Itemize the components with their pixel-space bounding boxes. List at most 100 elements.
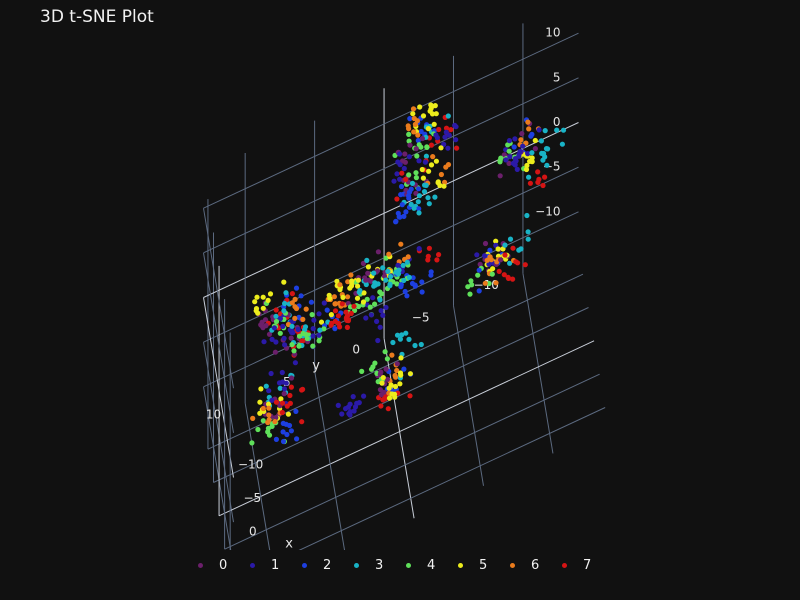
data-point-1[interactable]: [292, 360, 298, 366]
data-point-1[interactable]: [339, 411, 345, 417]
data-point-6[interactable]: [518, 137, 524, 143]
data-point-6[interactable]: [266, 412, 272, 418]
data-point-4[interactable]: [265, 429, 271, 435]
data-point-2[interactable]: [296, 314, 302, 320]
data-point-0[interactable]: [272, 349, 278, 355]
data-point-7[interactable]: [434, 257, 440, 263]
data-point-3[interactable]: [363, 281, 369, 288]
data-point-1[interactable]: [397, 176, 403, 182]
data-point-5[interactable]: [386, 395, 393, 401]
data-point-2[interactable]: [288, 428, 294, 434]
data-point-2[interactable]: [419, 289, 425, 295]
data-point-3[interactable]: [406, 336, 412, 342]
data-point-2[interactable]: [393, 219, 399, 225]
data-point-4[interactable]: [260, 418, 266, 424]
data-point-7[interactable]: [394, 196, 400, 202]
data-point-7[interactable]: [280, 400, 286, 406]
data-point-6[interactable]: [525, 119, 531, 125]
data-point-1[interactable]: [395, 262, 401, 268]
data-point-2[interactable]: [294, 436, 300, 442]
data-point-6[interactable]: [337, 282, 343, 288]
data-point-1[interactable]: [512, 136, 518, 142]
data-point-5[interactable]: [397, 381, 403, 387]
data-point-1[interactable]: [281, 386, 288, 392]
data-point-3[interactable]: [554, 127, 560, 133]
data-point-1[interactable]: [269, 397, 275, 403]
data-point-2[interactable]: [403, 209, 409, 215]
data-point-5[interactable]: [524, 162, 530, 169]
data-point-4[interactable]: [296, 333, 303, 339]
data-point-0[interactable]: [262, 317, 269, 323]
data-point-7[interactable]: [289, 291, 295, 297]
data-point-5[interactable]: [327, 295, 333, 301]
data-point-6[interactable]: [303, 306, 309, 312]
data-point-3[interactable]: [502, 242, 508, 248]
data-point-7[interactable]: [351, 303, 357, 309]
data-point-3[interactable]: [390, 339, 396, 346]
data-points[interactable]: [249, 102, 567, 446]
data-point-0[interactable]: [394, 361, 400, 367]
data-point-5[interactable]: [355, 283, 361, 289]
data-point-1[interactable]: [406, 154, 412, 160]
data-point-5[interactable]: [386, 385, 392, 391]
legend-item-2[interactable]: 2: [296, 555, 348, 575]
data-point-1[interactable]: [282, 342, 288, 348]
data-point-3[interactable]: [399, 332, 405, 338]
data-point-2[interactable]: [280, 438, 287, 445]
data-point-6[interactable]: [386, 251, 392, 257]
data-point-2[interactable]: [332, 326, 338, 332]
data-point-5[interactable]: [253, 306, 260, 312]
data-point-0[interactable]: [258, 322, 264, 328]
data-point-4[interactable]: [309, 312, 315, 318]
data-point-7[interactable]: [436, 126, 442, 133]
data-point-1[interactable]: [268, 370, 274, 377]
data-point-5[interactable]: [420, 175, 426, 181]
data-point-2[interactable]: [528, 133, 534, 139]
data-point-3[interactable]: [401, 277, 407, 283]
data-point-6[interactable]: [250, 415, 256, 421]
data-point-0[interactable]: [288, 335, 294, 341]
data-point-6[interactable]: [266, 417, 272, 423]
data-point-5[interactable]: [360, 299, 367, 305]
data-point-7[interactable]: [527, 180, 534, 186]
data-point-4[interactable]: [378, 291, 385, 297]
data-point-1[interactable]: [516, 153, 522, 159]
data-point-3[interactable]: [542, 128, 548, 134]
data-point-4[interactable]: [304, 335, 310, 342]
data-point-0[interactable]: [402, 159, 408, 165]
data-point-4[interactable]: [414, 153, 420, 159]
data-point-3[interactable]: [432, 194, 438, 200]
data-point-3[interactable]: [394, 332, 401, 338]
data-point-6[interactable]: [438, 171, 444, 178]
data-point-3[interactable]: [538, 138, 545, 144]
data-point-7[interactable]: [496, 268, 502, 274]
data-point-0[interactable]: [383, 366, 389, 372]
data-point-2[interactable]: [284, 431, 290, 438]
data-point-2[interactable]: [401, 213, 407, 219]
data-point-3[interactable]: [385, 268, 391, 274]
data-point-5[interactable]: [433, 111, 439, 117]
data-point-4[interactable]: [418, 144, 424, 150]
data-point-6[interactable]: [300, 316, 306, 322]
data-point-5[interactable]: [431, 121, 437, 127]
data-point-6[interactable]: [292, 315, 298, 321]
data-point-0[interactable]: [378, 369, 384, 375]
data-point-0[interactable]: [365, 270, 371, 276]
data-point-3[interactable]: [387, 283, 393, 289]
data-point-1[interactable]: [290, 330, 296, 336]
data-point-4[interactable]: [321, 326, 327, 332]
data-point-4[interactable]: [384, 356, 390, 362]
data-point-5[interactable]: [493, 238, 499, 244]
data-point-0[interactable]: [375, 249, 381, 255]
data-point-2[interactable]: [280, 429, 286, 435]
data-point-4[interactable]: [394, 281, 400, 287]
data-point-4[interactable]: [486, 280, 492, 287]
data-point-1[interactable]: [391, 178, 397, 184]
data-point-4[interactable]: [372, 301, 378, 307]
data-point-5[interactable]: [255, 310, 261, 316]
data-point-1[interactable]: [525, 151, 531, 157]
data-point-1[interactable]: [279, 369, 285, 376]
data-point-7[interactable]: [299, 338, 305, 344]
data-point-1[interactable]: [310, 326, 316, 332]
